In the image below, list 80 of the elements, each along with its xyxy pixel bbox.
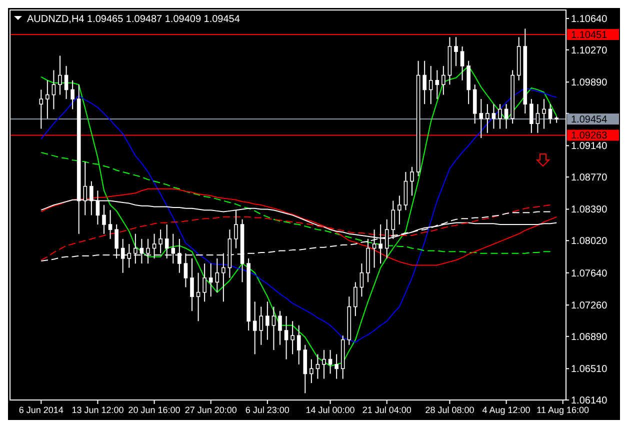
candlestick [202,263,206,302]
candlestick [46,80,50,120]
ref-line-label: 1.09454 [571,114,608,126]
candlestick [498,104,502,130]
candlestick [422,60,426,105]
candlestick [303,344,308,394]
candlestick [266,301,270,340]
candlestick [272,306,276,350]
y-tick-label: 1.08020 [571,236,608,248]
x-tick-label: 14 Jul 00:00 [306,405,355,415]
candlestick [354,282,358,317]
candlestick [284,316,288,360]
candlestick [328,349,332,374]
candlestick [164,224,169,259]
candlestick [334,354,338,380]
y-tick-label: 1.10270 [571,45,608,56]
candlestick [454,36,458,66]
candlestick [39,89,44,130]
y-tick-label: 1.10640 [571,14,608,25]
candlestick [504,104,508,130]
y-tick-label: 1.09890 [571,78,608,89]
candlestick [548,104,552,124]
candlestick [208,263,213,298]
x-tick-label: 6 Jun 2014 [18,405,64,415]
y-tick-label: 1.08390 [571,204,608,216]
candlestick [152,233,156,259]
y-tick-label: 1.09140 [571,141,608,152]
candlestick [252,301,257,355]
y-tick-label: 1.06890 [571,332,608,343]
candlestick [296,324,301,365]
y-tick-label: 1.07640 [571,268,608,280]
candlestick [435,70,440,100]
ref-line-label: 1.09263 [571,130,608,142]
x-tick-label: 21 Jul 04:00 [362,405,412,415]
candlestick [114,224,118,259]
candlestick [278,310,282,346]
candlestick [70,80,74,110]
candlestick [442,65,446,96]
candlestick [542,98,546,130]
y-tick-label: 1.08770 [571,172,608,184]
x-tick-label: 28 Jul 08:00 [425,405,474,415]
y-tick-label: 1.06140 [571,396,608,406]
candlestick [102,204,106,234]
candlestick [215,258,220,293]
candlestick [322,349,326,380]
candlestick [108,210,112,240]
x-tick-label: 13 Jun 12:00 [72,405,124,415]
candlestick [428,65,433,105]
candlestick [398,195,402,225]
candlestick [259,306,264,346]
candlestick [404,171,408,211]
candlestick [410,166,414,196]
candlestick [479,98,484,139]
ref-line-label: 1.10451 [571,30,608,41]
x-tick-label: 20 Jun 16:00 [128,405,180,415]
candlestick [466,60,470,105]
candlestick [196,272,200,322]
y-tick-label: 1.07260 [571,300,608,312]
candlestick [460,46,464,81]
candlestick [52,70,56,110]
candlestick [530,98,534,134]
candlestick [316,354,320,380]
x-tick-label: 4 Aug 12:00 [482,405,530,415]
candlestick [310,358,314,384]
x-tick-label: 27 Jun 20:00 [184,405,237,415]
line-series [40,88,558,343]
candlestick [486,104,490,134]
candlestick [472,84,477,124]
candlestick [536,104,540,134]
candlestick [360,263,364,298]
candlestick [58,55,62,96]
candlestick [64,65,68,100]
x-tick-label: 11 Aug 16:00 [536,405,590,415]
chart-title: AUDNZD,H4 1.09465 1.09487 1.09409 1.09454 [27,14,240,25]
candlestick [190,258,194,312]
candlestick [290,320,294,355]
candlestick [158,229,162,254]
candlestick [492,104,496,130]
y-tick-label: 1.06510 [571,364,608,376]
x-tick-label: 6 Jul 23:00 [245,405,290,415]
